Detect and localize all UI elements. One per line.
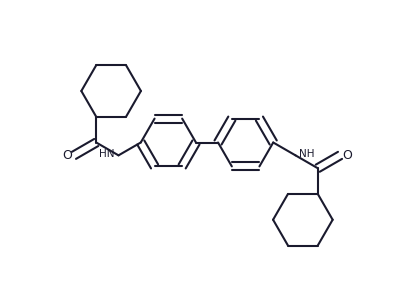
Text: NH: NH [299, 149, 314, 159]
Text: O: O [62, 149, 72, 162]
Text: O: O [341, 149, 351, 162]
Text: HN: HN [99, 149, 114, 159]
